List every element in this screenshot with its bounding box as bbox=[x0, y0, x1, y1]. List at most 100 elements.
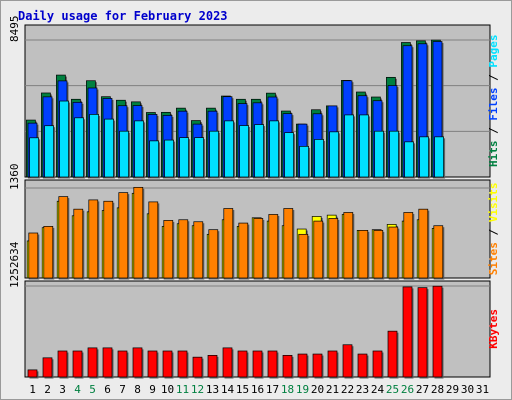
day-label-20: 20 bbox=[311, 383, 324, 396]
bar-pages-day-19 bbox=[299, 146, 309, 178]
bar-sites-day-26 bbox=[403, 212, 414, 279]
bar-sites-day-1 bbox=[28, 232, 39, 279]
bar-kbytes-day-14 bbox=[222, 347, 233, 378]
bar-pages-day-15 bbox=[239, 125, 249, 178]
legend-separator: / bbox=[487, 68, 500, 88]
day-label-25: 25 bbox=[386, 383, 399, 396]
bar-sites-day-18 bbox=[283, 208, 294, 279]
day-label-23: 23 bbox=[356, 383, 369, 396]
bar-kbytes-day-27 bbox=[417, 287, 428, 378]
max-value-label-visits-sites: 1360 bbox=[8, 164, 21, 191]
chart-title: Daily usage for February 2023 bbox=[18, 9, 228, 23]
bar-sites-day-11 bbox=[178, 219, 189, 279]
bar-pages-day-8 bbox=[134, 120, 144, 178]
bar-sites-day-16 bbox=[253, 218, 264, 279]
day-label-1: 1 bbox=[29, 383, 36, 396]
day-label-13: 13 bbox=[206, 383, 219, 396]
day-label-18: 18 bbox=[281, 383, 294, 396]
day-label-6: 6 bbox=[104, 383, 111, 396]
day-label-2: 2 bbox=[44, 383, 51, 396]
day-label-27: 27 bbox=[416, 383, 429, 396]
day-label-26: 26 bbox=[401, 383, 414, 396]
day-label-3: 3 bbox=[59, 383, 66, 396]
bar-sites-day-24 bbox=[373, 230, 384, 279]
day-label-9: 9 bbox=[149, 383, 156, 396]
bar-sites-day-5 bbox=[88, 199, 99, 279]
bar-kbytes-day-25 bbox=[387, 330, 398, 378]
bar-kbytes-day-23 bbox=[357, 353, 368, 378]
day-label-5: 5 bbox=[89, 383, 96, 396]
day-label-15: 15 bbox=[236, 383, 249, 396]
day-label-24: 24 bbox=[371, 383, 385, 396]
bar-kbytes-day-9 bbox=[147, 350, 158, 378]
bar-kbytes-day-3 bbox=[57, 350, 68, 378]
bar-kbytes-day-10 bbox=[162, 350, 173, 378]
bar-pages-day-12 bbox=[194, 137, 204, 178]
day-label-28: 28 bbox=[431, 383, 444, 396]
bar-pages-day-7 bbox=[119, 130, 129, 178]
day-label-16: 16 bbox=[251, 383, 264, 396]
legend-item-sites: Sites bbox=[487, 242, 500, 275]
bar-kbytes-day-16 bbox=[252, 350, 263, 378]
day-label-21: 21 bbox=[326, 383, 339, 396]
legend-separator: / bbox=[487, 121, 500, 141]
legend-separator: / bbox=[487, 222, 500, 242]
bar-sites-day-7 bbox=[118, 192, 129, 279]
bar-sites-day-2 bbox=[43, 226, 54, 279]
bar-kbytes-day-26 bbox=[402, 286, 413, 378]
bar-kbytes-day-11 bbox=[177, 350, 188, 378]
day-label-30: 30 bbox=[461, 383, 474, 396]
day-label-19: 19 bbox=[296, 383, 309, 396]
bar-kbytes-day-12 bbox=[192, 356, 203, 378]
day-label-31: 31 bbox=[476, 383, 489, 396]
bar-sites-day-19 bbox=[298, 233, 309, 279]
bar-pages-day-25 bbox=[389, 130, 399, 178]
bar-pages-day-21 bbox=[329, 131, 339, 178]
bar-sites-day-12 bbox=[193, 221, 204, 279]
bar-sites-day-27 bbox=[418, 208, 429, 279]
legend-text-visits-sites: Sites / Visits bbox=[487, 182, 500, 275]
bar-kbytes-day-13 bbox=[207, 355, 218, 378]
bar-pages-day-6 bbox=[104, 118, 114, 178]
bar-pages-day-28 bbox=[434, 136, 444, 178]
bar-pages-day-5 bbox=[89, 114, 99, 178]
day-label-29: 29 bbox=[446, 383, 459, 396]
legend-item-files: Files bbox=[487, 88, 500, 121]
day-label-4: 4 bbox=[74, 383, 81, 396]
bar-sites-day-21 bbox=[328, 218, 339, 279]
legend-text-hits-files-pages: Hits / Files / Pages bbox=[487, 35, 500, 168]
bar-pages-day-1 bbox=[29, 137, 39, 178]
bar-sites-day-9 bbox=[148, 201, 159, 279]
day-label-11: 11 bbox=[176, 383, 189, 396]
bar-pages-day-27 bbox=[419, 136, 429, 178]
bar-pages-day-26 bbox=[404, 141, 414, 178]
bar-sites-day-14 bbox=[223, 208, 234, 279]
legend-item-kbytes: KBytes bbox=[487, 309, 500, 349]
bar-pages-day-14 bbox=[224, 120, 234, 178]
day-label-14: 14 bbox=[221, 383, 235, 396]
bar-sites-day-3 bbox=[58, 196, 69, 279]
legend-item-pages: Pages bbox=[487, 35, 500, 68]
legend-text-kbytes: KBytes bbox=[487, 309, 500, 349]
bar-kbytes-day-20 bbox=[312, 353, 323, 378]
bar-kbytes-day-1 bbox=[27, 369, 38, 378]
bar-sites-day-4 bbox=[73, 208, 84, 279]
bar-sites-day-17 bbox=[268, 214, 279, 279]
bar-sites-day-20 bbox=[313, 220, 324, 279]
bar-sites-day-15 bbox=[238, 222, 249, 279]
bar-kbytes-day-5 bbox=[87, 347, 98, 378]
day-label-8: 8 bbox=[134, 383, 141, 396]
bar-kbytes-day-7 bbox=[117, 350, 128, 378]
bar-kbytes-day-28 bbox=[432, 285, 443, 378]
bar-kbytes-day-4 bbox=[72, 350, 83, 378]
bar-pages-day-4 bbox=[74, 117, 84, 178]
legend-item-visits: Visits bbox=[487, 182, 500, 222]
bar-sites-day-6 bbox=[103, 200, 114, 279]
bar-pages-day-20 bbox=[314, 139, 324, 178]
bar-pages-day-9 bbox=[149, 140, 159, 178]
bar-pages-day-13 bbox=[209, 130, 219, 178]
bar-pages-day-18 bbox=[284, 132, 294, 178]
day-label-10: 10 bbox=[161, 383, 174, 396]
bar-kbytes-day-18 bbox=[282, 355, 293, 378]
